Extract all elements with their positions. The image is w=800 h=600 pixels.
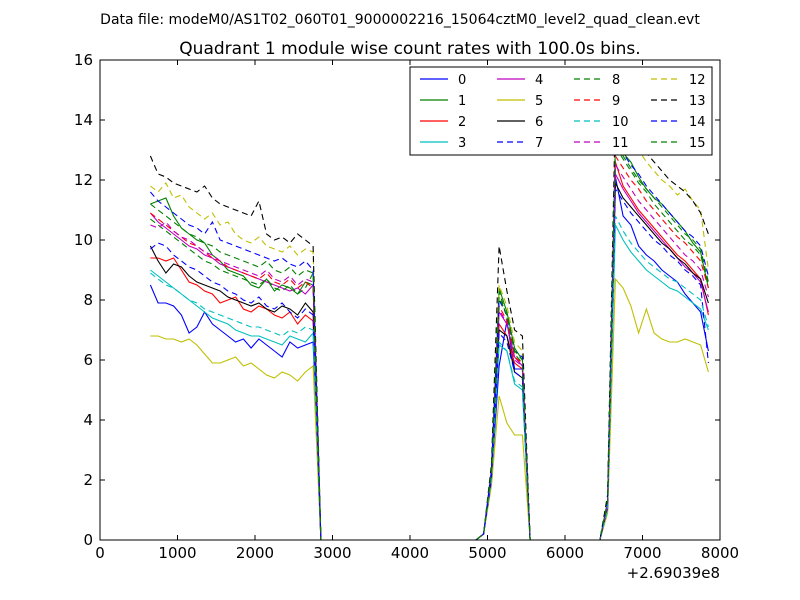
y-tick-label: 0 xyxy=(83,531,93,549)
x-tick-label: 7000 xyxy=(623,544,661,562)
x-tick-label: 4000 xyxy=(391,544,429,562)
legend-box xyxy=(409,66,713,156)
legend-label-8: 8 xyxy=(612,73,620,88)
x-tick-label: 0 xyxy=(95,544,105,562)
legend-label-3: 3 xyxy=(458,136,466,151)
legend-label-5: 5 xyxy=(535,94,543,109)
series-line-14 xyxy=(149,137,709,541)
data-file-label: Data file: modeM0/AS1T02_060T01_90000022… xyxy=(100,12,700,28)
series-line-12 xyxy=(150,130,709,541)
x-tick-label: 8000 xyxy=(701,544,739,562)
y-tick-label: 2 xyxy=(83,471,93,489)
legend-label-13: 13 xyxy=(689,94,706,109)
x-tick-label: 1000 xyxy=(158,544,196,562)
legend-label-9: 9 xyxy=(612,94,620,109)
x-tick-label: 6000 xyxy=(546,544,584,562)
x-tick-label: 2000 xyxy=(236,544,274,562)
x-offset-label: +2.69039e8 xyxy=(627,564,720,582)
y-tick-label: 16 xyxy=(74,51,93,69)
series-line-9 xyxy=(150,154,709,541)
series-line-5 xyxy=(150,277,709,541)
y-tick-label: 6 xyxy=(83,351,93,369)
legend-label-4: 4 xyxy=(535,73,543,88)
series-line-6 xyxy=(149,182,709,541)
y-tick-label: 8 xyxy=(83,291,93,309)
y-tick-label: 12 xyxy=(74,171,93,189)
series-line-10 xyxy=(150,215,709,541)
chart-title: Quadrant 1 module wise count rates with … xyxy=(179,39,640,59)
legend-label-14: 14 xyxy=(689,115,706,130)
y-tick-label: 10 xyxy=(74,231,93,249)
legend-label-7: 7 xyxy=(535,136,543,151)
y-tick-label: 4 xyxy=(83,411,93,429)
y-tick-label: 14 xyxy=(74,111,93,129)
legend-label-10: 10 xyxy=(612,115,629,130)
legend-label-2: 2 xyxy=(458,115,466,130)
legend-label-15: 15 xyxy=(689,136,706,151)
legend-label-6: 6 xyxy=(535,115,543,130)
series-line-13 xyxy=(149,104,709,541)
x-tick-label: 3000 xyxy=(313,544,351,562)
series-line-8 xyxy=(150,145,709,541)
series-line-2 xyxy=(150,161,709,541)
legend-label-11: 11 xyxy=(612,136,629,151)
series-layer xyxy=(149,104,709,541)
series-line-7 xyxy=(150,187,709,541)
legend-label-1: 1 xyxy=(458,94,466,109)
legend-label-12: 12 xyxy=(689,73,706,88)
legend-label-0: 0 xyxy=(458,73,466,88)
series-line-11 xyxy=(150,163,709,541)
x-tick-label: 5000 xyxy=(468,544,506,562)
axes-layer: 0 1000 2000 3000 4000 5000 6000 7000 80000246810… xyxy=(74,51,739,582)
